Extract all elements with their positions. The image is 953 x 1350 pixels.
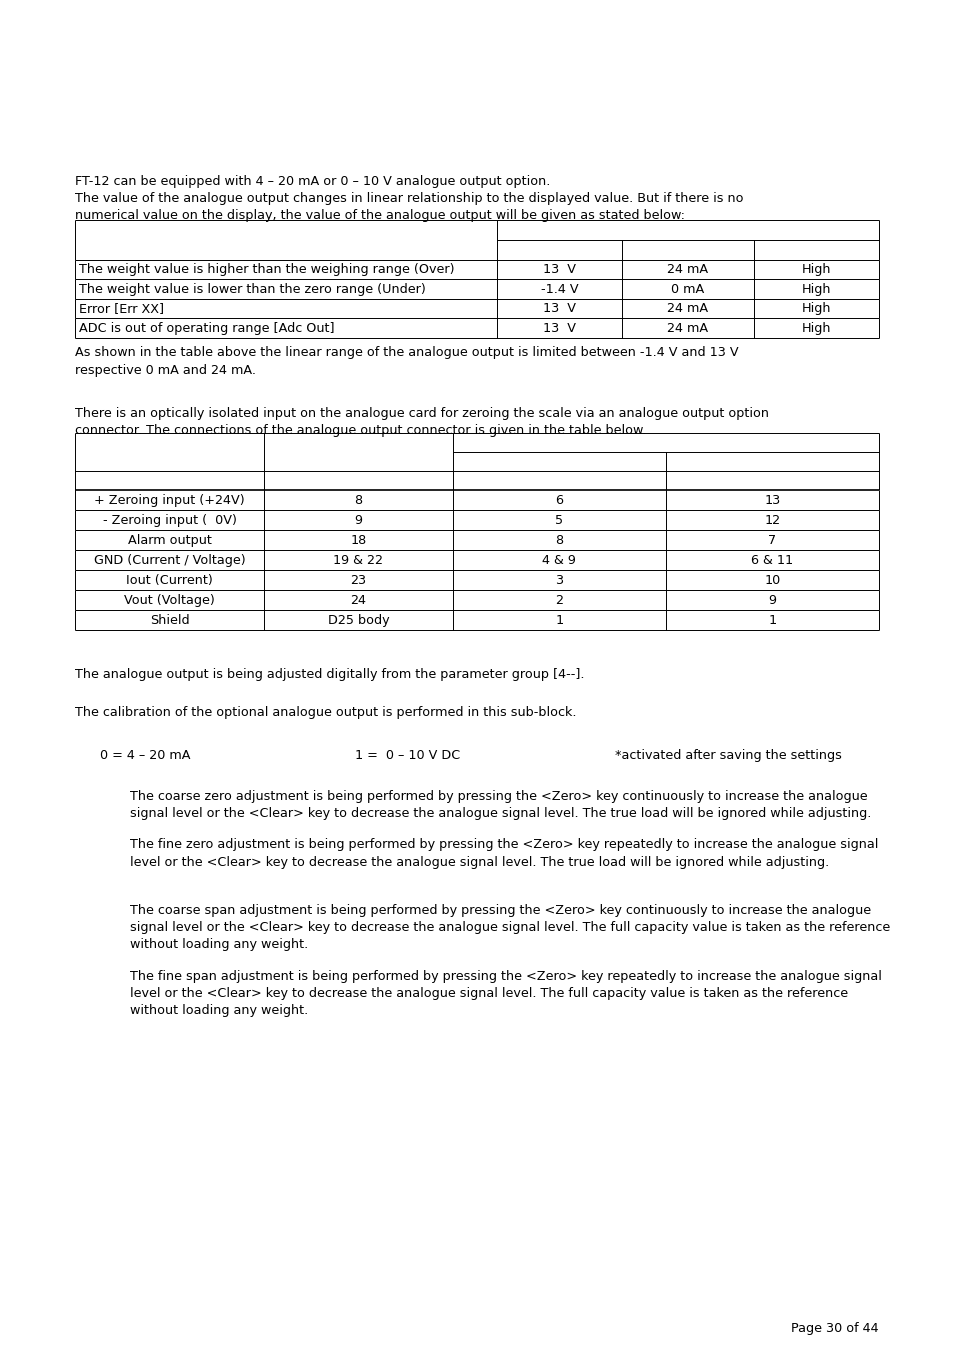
- Text: The analogue output is being adjusted digitally from the parameter group [4--].: The analogue output is being adjusted di…: [75, 668, 584, 680]
- Text: Error [Err XX]: Error [Err XX]: [79, 302, 164, 316]
- Text: 24 mA: 24 mA: [667, 302, 708, 316]
- Text: The fine span adjustment is being performed by pressing the <Zero> key repeatedl: The fine span adjustment is being perfor…: [130, 969, 881, 983]
- Text: 1: 1: [555, 614, 563, 626]
- Text: 6 & 11: 6 & 11: [751, 554, 793, 567]
- Text: 6: 6: [555, 494, 563, 506]
- Text: *activated after saving the settings: *activated after saving the settings: [615, 749, 841, 761]
- Text: 7: 7: [767, 533, 776, 547]
- Text: 13: 13: [763, 494, 780, 506]
- Text: 9: 9: [768, 594, 776, 606]
- Text: Alarm output: Alarm output: [128, 533, 212, 547]
- Text: numerical value on the display, the value of the analogue output will be given a: numerical value on the display, the valu…: [75, 209, 684, 223]
- Text: + Zeroing input (+24V): + Zeroing input (+24V): [94, 494, 245, 506]
- Text: 19 & 22: 19 & 22: [333, 554, 383, 567]
- Text: High: High: [801, 321, 831, 335]
- Text: The fine zero adjustment is being performed by pressing the <Zero> key repeatedl: The fine zero adjustment is being perfor…: [130, 838, 878, 852]
- Text: 10: 10: [763, 574, 780, 587]
- Text: High: High: [801, 284, 831, 296]
- Text: 24: 24: [350, 594, 366, 606]
- Text: FT-12 can be equipped with 4 – 20 mA or 0 – 10 V analogue output option.: FT-12 can be equipped with 4 – 20 mA or …: [75, 176, 550, 188]
- Text: GND (Current / Voltage): GND (Current / Voltage): [93, 554, 245, 567]
- Text: 3: 3: [555, 574, 563, 587]
- Text: D25 body: D25 body: [327, 614, 389, 626]
- Text: 13  V: 13 V: [542, 321, 576, 335]
- Text: High: High: [801, 302, 831, 316]
- Text: 13  V: 13 V: [542, 263, 576, 277]
- Text: Shield: Shield: [150, 614, 189, 626]
- Text: Vout (Voltage): Vout (Voltage): [124, 594, 214, 606]
- Text: The coarse span adjustment is being performed by pressing the <Zero> key continu: The coarse span adjustment is being perf…: [130, 904, 870, 917]
- Text: without loading any weight.: without loading any weight.: [130, 1004, 308, 1017]
- Text: 18: 18: [350, 533, 366, 547]
- Text: Iout (Current): Iout (Current): [126, 574, 213, 587]
- Text: 23: 23: [350, 574, 366, 587]
- Text: Page 30 of 44: Page 30 of 44: [791, 1322, 878, 1335]
- Text: 24 mA: 24 mA: [667, 263, 708, 277]
- Text: 0 mA: 0 mA: [671, 284, 704, 296]
- Text: The weight value is higher than the weighing range (Over): The weight value is higher than the weig…: [79, 263, 454, 277]
- Text: The weight value is lower than the zero range (Under): The weight value is lower than the zero …: [79, 284, 425, 296]
- Text: 12: 12: [763, 514, 780, 526]
- Text: The value of the analogue output changes in linear relationship to the displayed: The value of the analogue output changes…: [75, 192, 742, 205]
- Text: - Zeroing input (  0V): - Zeroing input ( 0V): [102, 514, 236, 526]
- Text: The coarse zero adjustment is being performed by pressing the <Zero> key continu: The coarse zero adjustment is being perf…: [130, 790, 866, 803]
- Text: 2: 2: [555, 594, 563, 606]
- Text: level or the <Clear> key to decrease the analogue signal level. The true load wi: level or the <Clear> key to decrease the…: [130, 856, 828, 868]
- Text: The calibration of the optional analogue output is performed in this sub-block.: The calibration of the optional analogue…: [75, 706, 576, 718]
- Text: 1: 1: [767, 614, 776, 626]
- Text: 13  V: 13 V: [542, 302, 576, 316]
- Text: signal level or the <Clear> key to decrease the analogue signal level. The true : signal level or the <Clear> key to decre…: [130, 807, 870, 821]
- Text: -1.4 V: -1.4 V: [540, 284, 578, 296]
- Text: There is an optically isolated input on the analogue card for zeroing the scale : There is an optically isolated input on …: [75, 406, 768, 420]
- Text: 0 = 4 – 20 mA: 0 = 4 – 20 mA: [100, 749, 191, 761]
- Text: 5: 5: [555, 514, 563, 526]
- Text: respective 0 mA and 24 mA.: respective 0 mA and 24 mA.: [75, 363, 255, 377]
- Text: 8: 8: [354, 494, 362, 506]
- Text: without loading any weight.: without loading any weight.: [130, 938, 308, 952]
- Text: As shown in the table above the linear range of the analogue output is limited b: As shown in the table above the linear r…: [75, 347, 738, 359]
- Text: ADC is out of operating range [Adc Out]: ADC is out of operating range [Adc Out]: [79, 321, 335, 335]
- Text: connector. The connections of the analogue output connector is given in the tabl: connector. The connections of the analog…: [75, 424, 646, 437]
- Text: signal level or the <Clear> key to decrease the analogue signal level. The full : signal level or the <Clear> key to decre…: [130, 921, 889, 934]
- Text: level or the <Clear> key to decrease the analogue signal level. The full capacit: level or the <Clear> key to decrease the…: [130, 987, 847, 1000]
- Text: 4 & 9: 4 & 9: [542, 554, 576, 567]
- Text: 1 =  0 – 10 V DC: 1 = 0 – 10 V DC: [355, 749, 459, 761]
- Text: 9: 9: [354, 514, 362, 526]
- Text: 8: 8: [555, 533, 563, 547]
- Text: High: High: [801, 263, 831, 277]
- Text: 24 mA: 24 mA: [667, 321, 708, 335]
